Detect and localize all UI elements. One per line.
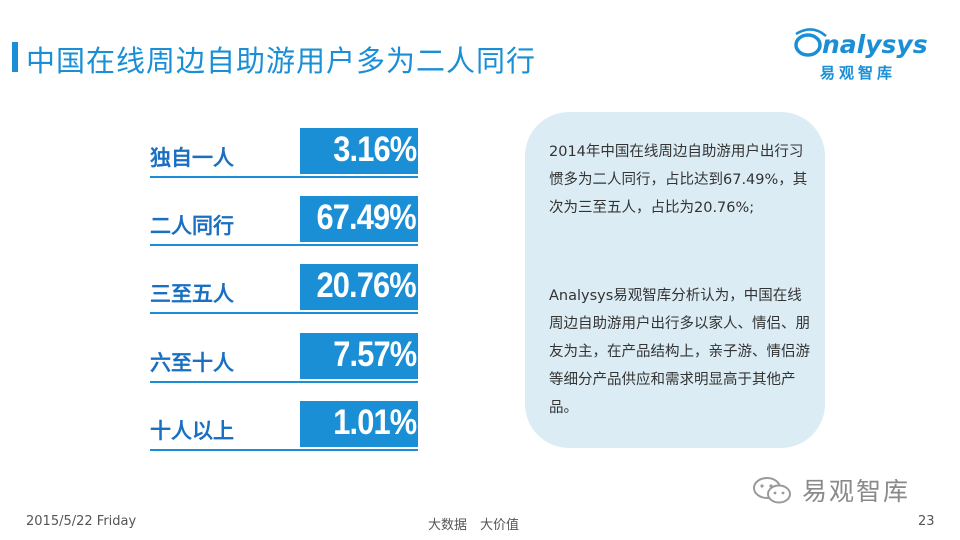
- analysys-logo: nalysys 易观智库: [792, 26, 932, 86]
- wechat-watermark-text: 易观智库: [802, 477, 911, 506]
- wechat-icon: [753, 477, 791, 504]
- wechat-watermark: 易观智库: [752, 472, 942, 508]
- data-label: 7.57%: [333, 335, 417, 374]
- chart-row: 六至十人 7.57%: [150, 333, 418, 383]
- data-label: 3.16%: [333, 130, 417, 169]
- value-box: 1.01%: [300, 401, 418, 447]
- chart-row: 三至五人 20.76%: [150, 264, 418, 314]
- analysis-textbox: 2014年中国在线周边自助游用户出行习惯多为二人同行，占比达到67.49%，其次…: [525, 112, 825, 448]
- category-label: 独自一人: [150, 146, 234, 170]
- value-box: 3.16%: [300, 128, 418, 174]
- category-label: 三至五人: [150, 282, 234, 306]
- value-box: 20.76%: [300, 264, 418, 310]
- analysis-para-1: 2014年中国在线周边自助游用户出行习惯多为二人同行，占比达到67.49%，其次…: [549, 144, 808, 216]
- category-label: 二人同行: [150, 214, 234, 238]
- title-accent-bar: [12, 42, 18, 72]
- category-label: 十人以上: [150, 419, 234, 443]
- chart-row: 独自一人 3.16%: [150, 128, 418, 178]
- footer-slogan: 大数据 大价值: [428, 518, 520, 533]
- footer-date: 2015/5/22 Friday: [26, 514, 137, 529]
- page-title: 中国在线周边自助游用户多为二人同行: [26, 44, 537, 78]
- analysis-para-2: Analysys易观智库分析认为，中国在线周边自助游用户出行多以家人、情侣、朋友…: [549, 288, 810, 416]
- data-label: 20.76%: [316, 266, 417, 305]
- value-box: 7.57%: [300, 333, 418, 379]
- chart-row: 二人同行 67.49%: [150, 196, 418, 246]
- data-label: 1.01%: [333, 403, 417, 442]
- logo-word: nalysys: [822, 30, 928, 59]
- chart-row: 十人以上 1.01%: [150, 401, 418, 451]
- category-label: 六至十人: [150, 351, 234, 375]
- logo-cn: 易观智库: [820, 64, 897, 82]
- data-label: 67.49%: [316, 198, 417, 237]
- logo-swoosh-icon: [794, 28, 827, 57]
- page-number: 23: [918, 514, 935, 529]
- value-box: 67.49%: [300, 196, 418, 242]
